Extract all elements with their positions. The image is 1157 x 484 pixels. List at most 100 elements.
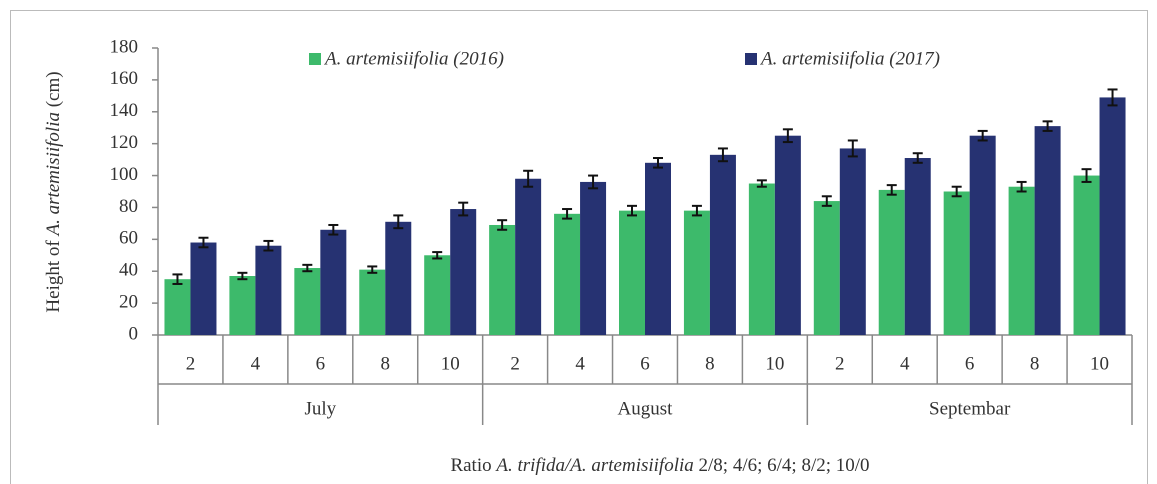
error-bar: [458, 201, 469, 217]
x-tick-label: 2: [835, 353, 845, 374]
bar: [878, 189, 905, 335]
error-bar: [302, 263, 313, 273]
y-tick-label: 100: [110, 164, 139, 185]
bar: [904, 158, 931, 335]
y-tick-label: 60: [119, 228, 138, 249]
x-tick-label: 8: [381, 353, 391, 374]
error-bar: [691, 204, 702, 217]
bar: [424, 255, 451, 335]
x-tick-label: 10: [765, 353, 784, 374]
error-bar: [367, 265, 378, 274]
error-bar: [198, 236, 209, 249]
x-tick-label: 6: [316, 353, 326, 374]
error-bar: [497, 219, 508, 231]
x-tick-label: 6: [965, 353, 975, 374]
bar: [839, 148, 866, 335]
legend-swatch: [309, 53, 321, 65]
bar: [709, 154, 736, 335]
error-bar: [1107, 88, 1118, 107]
x-tick-label: 6: [640, 353, 650, 374]
bar: [1073, 175, 1100, 335]
error-bar: [328, 223, 339, 236]
bar: [554, 213, 581, 335]
error-bar: [756, 179, 767, 188]
bar: [229, 276, 256, 335]
y-tick-label: 20: [119, 291, 138, 312]
error-bar: [717, 147, 728, 163]
bar: [385, 221, 412, 335]
legend-label: A. artemisiifolia (2017): [759, 48, 940, 69]
x-tick-label: 10: [1090, 353, 1109, 374]
x-axis-title-part: Ratio: [450, 455, 496, 476]
error-bar: [562, 208, 573, 220]
error-bar: [977, 129, 988, 142]
bar: [359, 269, 386, 335]
y-tick-label: 80: [119, 196, 138, 217]
x-tick-label: 4: [575, 353, 585, 374]
chart-frame: [10, 10, 1148, 484]
legend-swatch: [745, 53, 757, 65]
x-tick-label: 4: [900, 353, 910, 374]
bar: [1034, 126, 1061, 335]
bar: [450, 209, 477, 335]
bar: [1008, 186, 1035, 335]
y-tick-label: 40: [119, 260, 138, 281]
x-tick-label: 2: [510, 353, 520, 374]
bar: [683, 210, 710, 335]
error-bar: [653, 157, 663, 169]
bar: [515, 178, 542, 335]
bar: [255, 245, 282, 335]
bar: [813, 201, 840, 335]
x-tick-label: 4: [251, 353, 261, 374]
error-bar: [432, 251, 443, 260]
bar: [645, 162, 671, 335]
error-bar: [263, 239, 274, 252]
error-bar: [588, 174, 599, 190]
legend-label: A. artemisiifolia (2016): [323, 48, 504, 69]
bar: [489, 224, 516, 335]
x-axis-title-part: A. trifida/A. artemisiifolia: [494, 455, 693, 476]
bar: [619, 210, 645, 335]
error-bar: [1016, 180, 1027, 193]
error-bar: [886, 184, 897, 196]
bar: [774, 135, 801, 335]
bar: [164, 279, 191, 335]
x-tick-label: 10: [441, 353, 460, 374]
x-tick-label: 2: [186, 353, 196, 374]
error-bar: [393, 214, 404, 230]
y-tick-label: 160: [110, 68, 139, 89]
error-bar: [172, 273, 183, 285]
y-tick-label: 0: [129, 323, 139, 344]
bar: [580, 181, 607, 335]
bar: [748, 183, 775, 335]
group-label: August: [618, 398, 674, 419]
y-tick-label: 120: [110, 132, 139, 153]
x-tick-label: 8: [1030, 353, 1040, 374]
bar: [320, 229, 347, 335]
error-bar: [1081, 168, 1092, 183]
bar: [190, 242, 217, 335]
group-label: Septembar: [929, 398, 1011, 419]
error-bar: [912, 152, 923, 164]
y-axis-title-part: Height of: [43, 236, 64, 313]
y-axis-title: Height of A. artemisiifolia (cm): [43, 71, 64, 312]
y-tick-label: 180: [110, 36, 139, 57]
bar: [294, 268, 321, 335]
error-bar: [821, 195, 832, 207]
error-bar: [1042, 120, 1053, 132]
x-axis-title: Ratio A. trifida/A. artemisiifolia 2/8; …: [450, 455, 869, 476]
y-axis-title-part: (cm): [43, 71, 64, 112]
error-bar: [237, 271, 248, 281]
x-axis-title-part: 2/8; 4/6; 6/4; 8/2; 10/0: [694, 455, 870, 476]
y-tick-label: 140: [110, 100, 139, 121]
bar: [943, 191, 970, 335]
bar: [969, 135, 996, 335]
bar: [1099, 97, 1126, 335]
error-bar: [951, 185, 962, 198]
x-tick-label: 8: [705, 353, 715, 374]
error-bar: [523, 169, 534, 188]
error-bar: [847, 139, 858, 158]
error-bar: [627, 204, 637, 217]
group-label: July: [304, 398, 336, 419]
